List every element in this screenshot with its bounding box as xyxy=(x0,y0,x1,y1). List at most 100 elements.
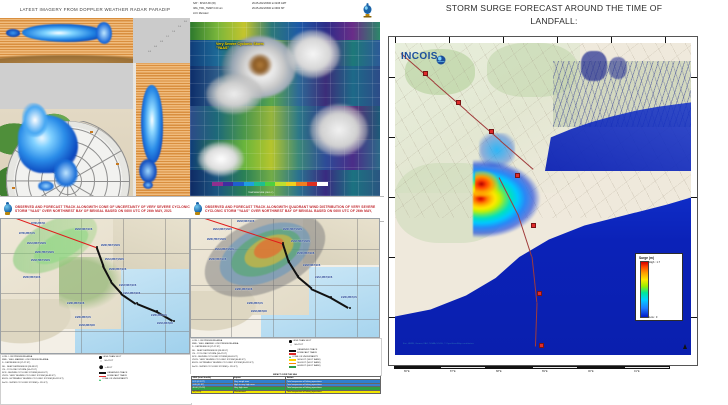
symbol-legend-row: LESS THAN 34 KT xyxy=(99,356,190,359)
radar-range-labels: 3.0 2.4 1.8 1.2 0.9 0.6 0.3 xyxy=(147,21,187,53)
intensity-legend-item: D : DEPRESSION (17-27 KT) xyxy=(192,346,221,349)
track-label: 23/18,30KT,DD xyxy=(79,325,95,327)
symbol-legend-label: CONE OF UNCERTAINTY xyxy=(292,355,319,358)
track-marker xyxy=(423,71,429,77)
track-map-middle: 26/18,50KT,SCS 26/12,60KT,VSCS 26/06,70K… xyxy=(190,218,380,338)
symbol-legend-label: LESS THAN 34 KT xyxy=(292,339,312,342)
cyclone-34-47kt-icon xyxy=(99,359,103,365)
track-label: 25/00,55KT,SCS xyxy=(209,259,227,261)
symbol-legend-label: > 48 KT xyxy=(104,366,113,369)
sat-meta-proj: LCC Mercator xyxy=(193,12,209,15)
intensity-legend-item: VSCS : VERY SEVERE CYCLONIC STORM (64-89… xyxy=(192,359,246,362)
track-label: 26/12,60KT,VSCS xyxy=(27,243,46,245)
colorbar-gradient xyxy=(640,261,649,318)
intensity-legend-item: SCS : SEVERE CYCLONIC STORM (48-63 KT) xyxy=(2,371,48,374)
track-label: 23/18,30KT,DD xyxy=(157,323,173,325)
sat-meta-prod: IMG_TIR1_TEMP 0.00 um xyxy=(193,7,223,10)
symbol-legend-label: FORECAST TRACK xyxy=(107,374,128,377)
track-label: 25/18,70KT,VSCS xyxy=(31,260,50,262)
observed-track-icon xyxy=(289,349,296,352)
intensity-legend-item: DD : DEEP DEPRESSION (28-33 KT) xyxy=(192,349,229,352)
axis-label: 91°E xyxy=(634,370,640,373)
impact-table-caption: IMPACT OVER THE SEA xyxy=(273,374,297,376)
surge-scale-bar: 86°E 87°E 88°E 89°E 90°E 91°E xyxy=(388,366,698,382)
track-label: 23/18,30KT,DD xyxy=(251,311,267,313)
track-marker xyxy=(515,173,521,179)
quadrant-64kt-icon xyxy=(289,365,296,368)
surge-title-line2: LANDFALL: xyxy=(530,16,578,27)
track-label: 24/12,45KT,SCS xyxy=(315,277,333,279)
track-marker xyxy=(456,100,462,106)
track-label: 24/00,35KT,CS xyxy=(341,297,357,299)
forecast-track-icon xyxy=(99,375,106,378)
surge-title-line1: STORM SURGE FORECAST AROUND THE TIME OF xyxy=(445,3,663,13)
forecast-track-icon xyxy=(289,353,296,355)
symbol-legend-row: 34-47 KT xyxy=(99,359,190,365)
sat-meta-gmt: 26-05-2021/0300 to 0245 GMT xyxy=(252,2,287,5)
imd-seal-icon xyxy=(2,201,13,217)
intensity-legend-item: DD : DEEP DEPRESSION (28-33 KT) xyxy=(2,365,39,368)
quadrant-50kt-icon xyxy=(289,362,296,365)
colorbar-title: Surge (m) xyxy=(639,255,654,260)
incois-logo: INCOIS xyxy=(401,51,438,62)
track-map-left: 27/06,25KT,D 27/00,35KT,CS 26/18,50KT,SC… xyxy=(0,218,190,354)
track-marker xyxy=(539,343,545,349)
impact-table: SSW (knot/ knot/h) Impact Action 0-11 (0… xyxy=(191,375,381,394)
radar-rhi-side xyxy=(133,63,190,196)
intensity-legend-item: CS : CYCLONIC STORM (34-47 KT) xyxy=(192,352,227,355)
track-label: 24/00,35KT,CS xyxy=(247,303,263,305)
impact-action: Total suspension of fishing operations xyxy=(285,389,381,394)
symbol-legend-row: > 48 KT xyxy=(99,365,190,372)
table-row: 34 (2118) Phenomenal Total suspension of… xyxy=(191,389,381,394)
track-label: 26/00,75KT,VSCS xyxy=(35,252,54,254)
track-marker xyxy=(489,129,495,135)
axis-label: 89°E xyxy=(542,370,548,373)
colorbar-low-label: Low : 0 xyxy=(649,316,658,319)
quadrant-legend-title-row: 34-50 KT (34 KT RADII) xyxy=(289,359,380,362)
track-label: 27/06,25KT,D xyxy=(31,223,46,225)
intensity-legend-item: ESCS : EXTREMELY SEVERE CYCLONIC STORM (… xyxy=(192,362,254,365)
satellite-storm-label: Very Severe Cyclonic Storm "YAAS" xyxy=(216,42,264,51)
track-label: 24/12,45KT,SCS xyxy=(123,293,141,295)
symbol-legend-row: OBSERVED TRACK xyxy=(99,372,190,375)
track-label: 24/18,50KT,SCS xyxy=(119,285,137,287)
intensity-legend-item: LOW : LOW PRESSURE AREA xyxy=(192,339,223,342)
symbol-legend-label: OBSERVED TRACK xyxy=(297,349,318,352)
track-label: 25/18,70KT,VSCS xyxy=(291,241,310,243)
imd-seal-icon xyxy=(192,201,203,217)
sat-meta-ist: 26-05-2021/0300 to 0900 IST xyxy=(252,7,285,10)
radar-panel-title-text: LATEST IMAGERY FROM DOPPLER WEATHER RADA… xyxy=(19,6,171,12)
track-label: 26/18,50KT,SCS xyxy=(75,229,93,231)
quadrant-legend-row: 64-89 KT (64 KT RADII) xyxy=(289,365,380,368)
observed-track-icon xyxy=(99,372,106,375)
track-label: 25/06,65KT,SCS xyxy=(109,269,127,271)
symbol-legend-label: 34-47 KT xyxy=(104,360,114,363)
track-label: 27/00,35KT,CS xyxy=(19,233,35,235)
surge-colorbar: Surge (m) High : 1.7 Low : 0 xyxy=(635,253,683,321)
quadrant-legend-row: 50-63 KT (50 KT RADII) xyxy=(289,362,380,365)
cone-of-uncertainty-icon xyxy=(99,378,101,381)
intensity-legend: LOW : LOW PRESSURE AREA WML : WELL MARKE… xyxy=(1,355,98,404)
track-map-left-legend: LOW : LOW PRESSURE AREA WML : WELL MARKE… xyxy=(0,354,192,405)
symbol-legend-label: OBSERVED TRACK xyxy=(107,371,128,374)
symbol-legend-row: FORECAST TRACK xyxy=(289,352,380,355)
intensity-legend-item: SuCS : SUPER CYCLONIC STORM (> 120 KT) xyxy=(192,365,238,368)
track-label: 26/06,70KT,VSCS xyxy=(101,245,120,247)
track-label: 26/12,60KT,VSCS xyxy=(213,229,232,231)
symbol-legend-row: CONE OF UNCERTAINTY xyxy=(289,356,380,359)
incois-globe-icon xyxy=(436,52,446,70)
symbol-legend-row: LESS THAN 34 KT xyxy=(289,340,380,343)
storm-label-line2: "YAAS" xyxy=(216,46,230,51)
satellite-ir-image: Very Severe Cyclonic Storm "YAAS" TEMPER… xyxy=(190,22,380,196)
symbol-legend-label: LESS THAN 34 KT xyxy=(102,355,122,358)
track-label: 24/06,45KT,SCS xyxy=(67,303,85,305)
symbol-legend-label: FORECAST TRACK xyxy=(297,352,318,355)
radar-info-panel: 3.0 2.4 1.8 1.2 0.9 0.6 0.3 xyxy=(133,18,190,63)
track-label: 26/00,75KT,VSCS xyxy=(207,239,226,241)
doppler-radar-image: 3.0 2.4 1.8 1.2 0.9 0.6 0.3 xyxy=(0,18,190,196)
track-marker xyxy=(537,291,543,297)
track-map-left-caption-text: OBSERVED AND FORECAST TRACK ALONGWITH CO… xyxy=(15,204,190,213)
track-label: 26/18,50KT,SCS xyxy=(237,221,255,223)
cyclone-34-47kt-icon xyxy=(289,343,293,349)
track-map-middle-legend: LOW : LOW PRESSURE AREA WML : WELL MARKE… xyxy=(190,338,382,376)
